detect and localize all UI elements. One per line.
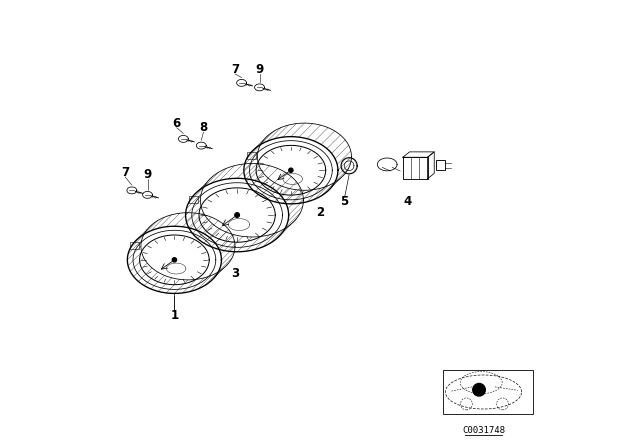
Text: 9: 9 <box>255 63 264 76</box>
Circle shape <box>235 213 239 217</box>
Text: C0031748: C0031748 <box>462 426 505 435</box>
Text: 7: 7 <box>231 63 239 76</box>
Text: 6: 6 <box>173 116 180 130</box>
Circle shape <box>473 383 485 396</box>
Text: 2: 2 <box>316 206 324 220</box>
Circle shape <box>289 168 293 172</box>
Bar <box>436 160 445 170</box>
Text: 8: 8 <box>200 121 207 134</box>
Text: 1: 1 <box>170 309 179 323</box>
Text: 4: 4 <box>403 195 412 208</box>
Text: 9: 9 <box>143 168 152 181</box>
Bar <box>403 157 428 179</box>
Text: 7: 7 <box>121 166 129 179</box>
Circle shape <box>172 258 177 262</box>
Text: 5: 5 <box>340 195 349 208</box>
Text: 3: 3 <box>231 267 239 280</box>
Bar <box>443 370 532 414</box>
